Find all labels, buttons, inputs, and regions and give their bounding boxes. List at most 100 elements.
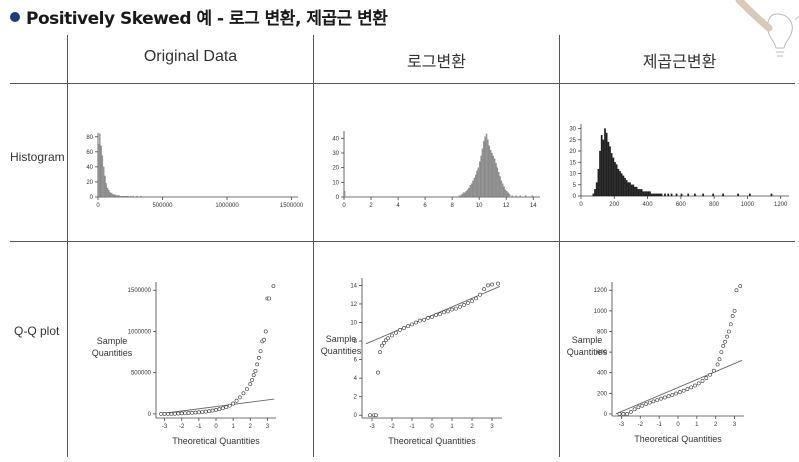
qq-point xyxy=(496,281,500,286)
qq-point xyxy=(426,315,430,320)
histogram-bar xyxy=(675,193,678,197)
x-tick-label: -1 xyxy=(196,424,202,430)
histogram-bar xyxy=(114,194,116,198)
histogram-bar xyxy=(609,146,611,197)
qq-point xyxy=(159,411,164,416)
histogram-bar xyxy=(497,171,500,198)
histogram-bar xyxy=(664,193,666,197)
x-tick-label: -1 xyxy=(656,422,662,428)
x-tick-label: 3 xyxy=(733,422,737,428)
histogram-bar xyxy=(680,193,683,197)
y-tick-label: 1200 xyxy=(594,288,608,294)
histogram-bar xyxy=(476,170,478,198)
qq-point xyxy=(490,282,494,287)
histogram-bar xyxy=(480,155,482,198)
x-tick-label: 1 xyxy=(231,424,235,430)
qq-point xyxy=(203,409,208,414)
x-tick-label: 10 xyxy=(476,203,483,209)
qq-point xyxy=(434,313,438,317)
histogram-bar xyxy=(649,191,651,197)
qq-point xyxy=(721,344,726,348)
y-tick-label: 20 xyxy=(332,166,339,172)
row-header-histogram: Histogram xyxy=(10,150,65,164)
histogram-bar xyxy=(667,193,670,197)
histogram-bar xyxy=(637,189,640,197)
qq-point xyxy=(368,413,372,418)
histogram-bar xyxy=(712,193,715,197)
qq-point xyxy=(244,387,249,392)
histogram-bar xyxy=(515,195,517,198)
x-tick-label: 3 xyxy=(266,424,270,430)
qq-point xyxy=(262,337,266,342)
qq-point xyxy=(214,408,218,412)
qq-point xyxy=(207,409,212,414)
x-tick-label: -2 xyxy=(638,422,644,428)
qq-point xyxy=(394,330,398,335)
y-tick-label: 200 xyxy=(597,391,608,397)
qq-point xyxy=(166,411,170,416)
histogram-bar xyxy=(597,168,600,197)
y-tick-label: 15 xyxy=(569,160,576,166)
qq-point xyxy=(220,406,225,411)
y-tick-label: 0 xyxy=(573,194,577,200)
histogram-bar xyxy=(123,196,125,198)
histogram-bar xyxy=(600,135,603,197)
qq-point xyxy=(474,296,478,301)
qq-point xyxy=(711,368,716,373)
qq-point xyxy=(685,387,690,391)
x-tick-label: 0 xyxy=(676,422,680,428)
histogram-bar xyxy=(122,196,124,198)
qq-point xyxy=(267,296,272,301)
histogram-bar xyxy=(654,193,656,197)
qq-reference-line xyxy=(615,359,743,415)
histogram-bar xyxy=(722,193,725,197)
qq-point xyxy=(734,288,739,293)
qq-point xyxy=(162,411,167,416)
x-axis-title: Theoretical Quantities xyxy=(388,436,476,446)
qq-point xyxy=(196,410,201,415)
qq-point xyxy=(256,355,261,360)
histogram-bar xyxy=(632,184,635,197)
qq-point xyxy=(715,362,720,367)
qq-sqrt: -3 -2 -1 0 1 2 3 0 200 400 600 800 1000 1200 Sample Qua… xyxy=(567,282,744,444)
qq-point xyxy=(241,391,246,396)
histogram-bar xyxy=(115,195,118,198)
y-tick-label: 0 xyxy=(354,413,358,419)
qq-point xyxy=(738,284,743,289)
y-tick-label: 5 xyxy=(573,183,577,189)
histogram-bar xyxy=(702,193,705,197)
histogram-bar xyxy=(99,133,101,198)
histogram-bar xyxy=(118,195,120,198)
x-axis-title: Theoretical Quantities xyxy=(172,436,260,446)
qq-point xyxy=(402,326,406,330)
histogram-bar xyxy=(479,161,481,198)
qq-point xyxy=(478,292,482,297)
x-tick-label: 600 xyxy=(676,202,687,208)
qq-point xyxy=(470,299,474,304)
qq-point xyxy=(380,343,384,348)
histogram-bar xyxy=(475,174,477,198)
y-tick-label: 40 xyxy=(86,165,93,171)
histogram-bar xyxy=(461,193,463,198)
divider-col1 xyxy=(313,35,314,457)
qq-point xyxy=(410,322,414,327)
qq-point xyxy=(378,350,382,355)
qq-point xyxy=(659,396,663,401)
qq-point xyxy=(186,411,191,415)
qq-point xyxy=(655,398,660,402)
qq-point xyxy=(255,362,260,367)
y-tick-label: 20 xyxy=(569,149,576,155)
y-tick-label: 2 xyxy=(354,395,358,401)
qq-point xyxy=(450,307,454,312)
histogram-bar xyxy=(472,180,474,198)
qq-point xyxy=(406,324,410,329)
x-tick-label: -3 xyxy=(619,422,625,428)
x-tick-label: 1 xyxy=(450,424,454,430)
histogram-bar xyxy=(130,196,132,198)
y-axis-title-line2: Quantities xyxy=(321,346,362,356)
histogram-bar xyxy=(607,141,610,197)
histogram-bar xyxy=(655,193,658,197)
histogram-bar xyxy=(465,191,467,198)
histogram-bar xyxy=(502,183,504,198)
y-tick-label: 8 xyxy=(354,339,358,345)
